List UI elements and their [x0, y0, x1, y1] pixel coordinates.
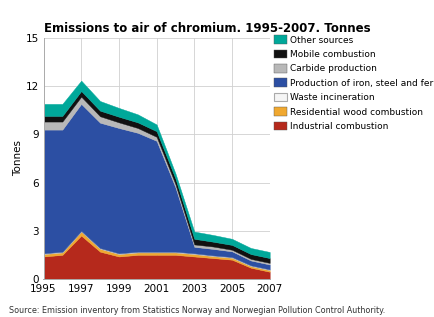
Legend: Other sources, Mobile combustion, Carbide production, Production of iron, steel : Other sources, Mobile combustion, Carbid… [273, 35, 434, 131]
Y-axis label: Tonnes: Tonnes [13, 140, 23, 177]
Text: Emissions to air of chromium. 1995-2007. Tonnes: Emissions to air of chromium. 1995-2007.… [43, 23, 369, 36]
Text: Source: Emission inventory from Statistics Norway and Norwegian Pollution Contro: Source: Emission inventory from Statisti… [9, 307, 384, 315]
